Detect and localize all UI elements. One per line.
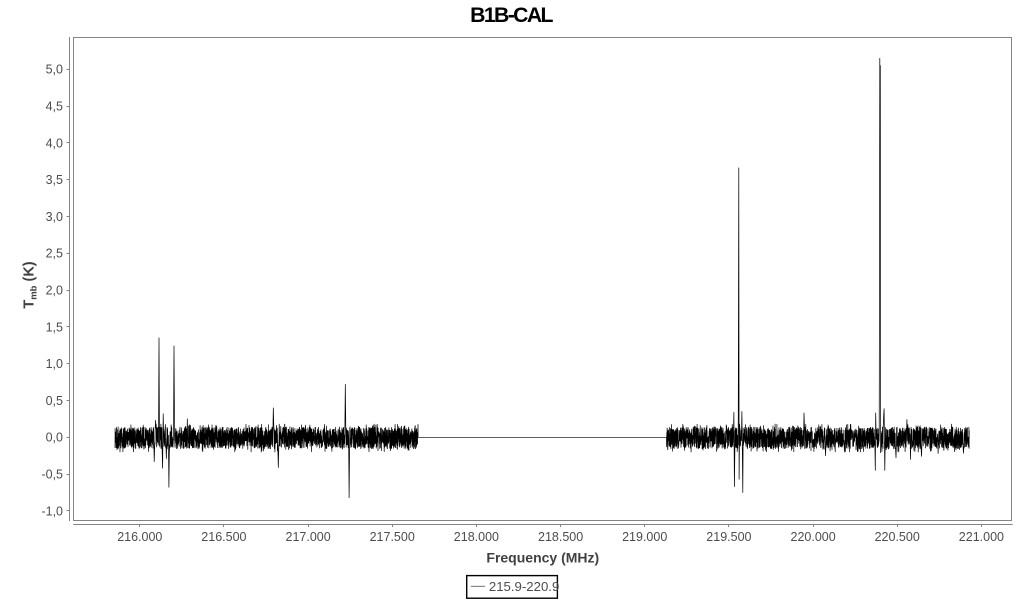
svg-text:Tmb (K): Tmb (K)	[22, 261, 40, 308]
svg-text:215.9-220.9: 215.9-220.9	[489, 579, 559, 594]
svg-text:3,0: 3,0	[46, 210, 63, 224]
svg-text:218.000: 218.000	[454, 530, 499, 544]
svg-text:1,0: 1,0	[46, 357, 63, 371]
svg-text:219.500: 219.500	[706, 530, 751, 544]
svg-text:217.500: 217.500	[370, 530, 415, 544]
svg-text:4,5: 4,5	[46, 100, 63, 114]
svg-text:4,0: 4,0	[46, 136, 63, 150]
svg-text:-0,5: -0,5	[41, 468, 63, 482]
svg-text:Frequency (MHz): Frequency (MHz)	[486, 549, 599, 565]
svg-text:-1,0: -1,0	[41, 504, 63, 518]
svg-text:219.000: 219.000	[622, 530, 667, 544]
svg-text:2,0: 2,0	[46, 284, 63, 298]
svg-text:221.000: 221.000	[959, 530, 1004, 544]
svg-text:5,0: 5,0	[46, 63, 63, 77]
svg-text:217.000: 217.000	[286, 530, 331, 544]
svg-text:1,5: 1,5	[46, 320, 63, 334]
svg-text:B1B-CAL: B1B-CAL	[470, 4, 553, 27]
svg-text:2,5: 2,5	[46, 247, 63, 261]
svg-text:0,5: 0,5	[46, 394, 63, 408]
svg-text:216.000: 216.000	[117, 530, 162, 544]
svg-text:218.500: 218.500	[538, 530, 583, 544]
svg-text:220.000: 220.000	[791, 530, 836, 544]
svg-text:0,0: 0,0	[46, 431, 63, 445]
svg-text:216.500: 216.500	[201, 530, 246, 544]
svg-text:3,5: 3,5	[46, 173, 63, 187]
svg-text:220.500: 220.500	[875, 530, 920, 544]
